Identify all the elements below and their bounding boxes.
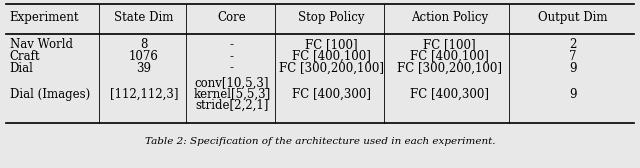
- Text: FC [100]: FC [100]: [305, 38, 358, 51]
- Text: 9: 9: [569, 88, 577, 101]
- Text: Output Dim: Output Dim: [538, 11, 607, 24]
- Text: Stop Policy: Stop Policy: [298, 11, 364, 24]
- Text: Table 2: Specification of the architecture used in each experiment.: Table 2: Specification of the architectu…: [145, 137, 495, 146]
- Text: FC [400,300]: FC [400,300]: [410, 88, 489, 101]
- Text: 2: 2: [569, 38, 577, 51]
- Text: -: -: [230, 50, 234, 63]
- Text: -: -: [230, 61, 234, 75]
- Text: State Dim: State Dim: [115, 11, 173, 24]
- Text: Craft: Craft: [10, 50, 40, 63]
- Text: 39: 39: [136, 61, 152, 75]
- Text: Experiment: Experiment: [10, 11, 79, 24]
- Text: Dial (Images): Dial (Images): [10, 88, 90, 101]
- Text: conv[10,5,3]: conv[10,5,3]: [195, 77, 269, 90]
- Text: Dial: Dial: [10, 61, 33, 75]
- Text: FC [300,200,100]: FC [300,200,100]: [278, 61, 384, 75]
- Text: -: -: [230, 38, 234, 51]
- Text: kernel[5,5,3]: kernel[5,5,3]: [193, 88, 271, 101]
- Text: 8: 8: [140, 38, 148, 51]
- Text: 9: 9: [569, 61, 577, 75]
- Text: FC [300,200,100]: FC [300,200,100]: [397, 61, 502, 75]
- Text: [112,112,3]: [112,112,3]: [109, 88, 179, 101]
- Text: FC [400,100]: FC [400,100]: [410, 50, 489, 63]
- Text: FC [400,300]: FC [400,300]: [292, 88, 371, 101]
- Text: Nav World: Nav World: [10, 38, 72, 51]
- Text: FC [400,100]: FC [400,100]: [292, 50, 371, 63]
- Text: 7: 7: [569, 50, 577, 63]
- Text: FC [100]: FC [100]: [423, 38, 476, 51]
- Text: 1076: 1076: [129, 50, 159, 63]
- Text: stride[2,2,1]: stride[2,2,1]: [195, 98, 269, 112]
- Text: Action Policy: Action Policy: [411, 11, 488, 24]
- Text: Core: Core: [218, 11, 246, 24]
